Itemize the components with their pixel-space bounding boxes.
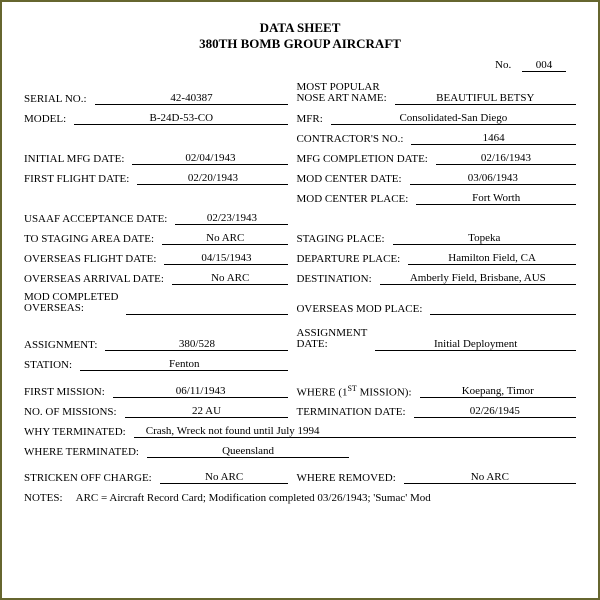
tostage-value: No ARC [162,232,288,245]
contractor-label: CONTRACTOR'S NO.: [296,133,403,145]
ovsmod-value [430,302,576,315]
firstflt-label: FIRST FLIGHT DATE: [24,173,129,185]
title-line-2: 380TH BOMB GROUP AIRCRAFT [24,36,576,52]
data-sheet-frame: DATA SHEET 380TH BOMB GROUP AIRCRAFT No.… [0,0,600,600]
modcomp-value [126,302,288,315]
dest-value: Amberly Field, Brisbane, AUS [380,272,576,285]
notes-label: NOTES: [24,492,63,504]
mfr-value: Consolidated-San Diego [331,112,576,125]
assign-value: 380/528 [105,338,288,351]
sheet-number-row: No. 004 [24,59,576,72]
modplc-value: Fort Worth [416,192,576,205]
ovsarr-label: OVERSEAS ARRIVAL DATE: [24,273,164,285]
no-value: 004 [522,59,566,72]
notes-text: ARC = Aircraft Record Card; Modification… [76,492,431,504]
assigndt-label: ASSIGNMENTDATE: [296,328,367,351]
modcomp-label: MOD COMPLETEDOVERSEAS: [24,292,118,315]
notes-row: NOTES: ARC = Aircraft Record Card; Modif… [24,492,576,504]
model-label: MODEL: [24,113,66,125]
assign-label: ASSIGNMENT: [24,339,97,351]
whererem-value: No ARC [404,471,576,484]
serial-label: SERIAL NO.: [24,93,87,105]
assigndt-value: Initial Deployment [375,338,576,351]
mfgcomp-label: MFG COMPLETION DATE: [296,153,427,165]
mfgcomp-value: 02/16/1943 [436,152,576,165]
whyterm-label: WHY TERMINATED: [24,426,126,438]
nose-label: MOST POPULARNOSE ART NAME: [296,82,386,105]
whereterm-label: WHERE TERMINATED: [24,446,139,458]
modctr-value: 03/06/1943 [410,172,576,185]
station-value: Fenton [80,358,288,371]
initmfg-value: 02/04/1943 [132,152,288,165]
ovsflt-value: 04/15/1943 [164,252,288,265]
stageplc-label: STAGING PLACE: [296,233,384,245]
whereterm-value: Queensland [147,445,349,458]
numis-value: 22 AU [125,405,289,418]
modctr-label: MOD CENTER DATE: [296,173,401,185]
title-line-1: DATA SHEET [24,20,576,36]
stricken-value: No ARC [160,471,289,484]
tostage-label: TO STAGING AREA DATE: [24,233,154,245]
ovsarr-value: No ARC [172,272,289,285]
where1-value: Koepang, Timor [420,385,576,398]
firstflt-value: 02/20/1943 [137,172,288,185]
contractor-value: 1464 [411,132,576,145]
firstmis-value: 06/11/1943 [113,385,289,398]
serial-value: 42-40387 [95,92,289,105]
stricken-label: STRICKEN OFF CHARGE: [24,472,152,484]
dest-label: DESTINATION: [296,273,371,285]
usaaf-label: USAAF ACCEPTANCE DATE: [24,213,167,225]
initmfg-label: INITIAL MFG DATE: [24,153,124,165]
model-value: B-24D-53-CO [74,112,288,125]
depart-label: DEPARTURE PLACE: [296,253,400,265]
firstmis-label: FIRST MISSION: [24,386,105,398]
ovsmod-label: OVERSEAS MOD PLACE: [296,303,422,315]
where1-label: WHERE (1ST MISSION): [296,384,411,399]
usaaf-value: 02/23/1943 [175,212,288,225]
ovsflt-label: OVERSEAS FLIGHT DATE: [24,253,156,265]
whyterm-value: Crash, Wreck not found until July 1994 [134,425,576,438]
numis-label: NO. OF MISSIONS: [24,406,117,418]
stageplc-value: Topeka [393,232,576,245]
depart-value: Hamilton Field, CA [408,252,576,265]
title-block: DATA SHEET 380TH BOMB GROUP AIRCRAFT [24,20,576,53]
termdt-value: 02/26/1945 [414,405,576,418]
mfr-label: MFR: [296,113,322,125]
whererem-label: WHERE REMOVED: [296,472,395,484]
termdt-label: TERMINATION DATE: [296,406,405,418]
station-label: STATION: [24,359,72,371]
nose-value: BEAUTIFUL BETSY [395,92,576,105]
no-label: No. [495,59,511,71]
modplc-label: MOD CENTER PLACE: [296,193,408,205]
